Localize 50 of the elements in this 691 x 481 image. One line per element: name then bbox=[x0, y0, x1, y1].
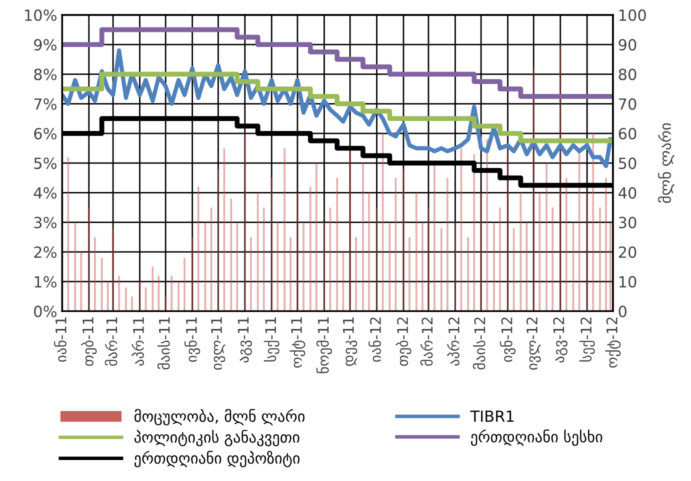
legend-label: TIBR1 bbox=[470, 410, 514, 422]
x-tick-label: აგვ-11 bbox=[238, 317, 252, 363]
y-tick-label: 8% bbox=[34, 68, 56, 80]
y-tick-label: 7% bbox=[34, 98, 56, 110]
x-tick-label: სექ-12 bbox=[579, 318, 595, 362]
y-tick-label: 4% bbox=[34, 187, 56, 199]
y2-tick-label: 100 bbox=[619, 9, 646, 21]
x-tick-label: ოქტ-12 bbox=[605, 318, 621, 368]
y2-tick-label: 30 bbox=[618, 216, 636, 228]
y2-tick-label: 60 bbox=[618, 128, 636, 140]
x-tick-label: სექ-11 bbox=[264, 317, 280, 362]
x-tick-label: ოქტ-11 bbox=[290, 317, 306, 368]
x-tick-label: თებ-12 bbox=[396, 318, 412, 366]
y2-tick-label: 50 bbox=[618, 158, 636, 170]
x-tick-label: ივლ-12 bbox=[526, 318, 541, 370]
x-tick-label: აპრ-12 bbox=[447, 318, 460, 366]
y2-tick-label: 80 bbox=[618, 68, 636, 80]
x-tick-label: მარ-11 bbox=[104, 317, 118, 366]
y-tick-label: 9% bbox=[34, 39, 56, 51]
y2-tick-label: 20 bbox=[618, 246, 636, 258]
legend-label: მოცულობა, მლნ ლარი bbox=[134, 408, 305, 426]
y-tick-label: 10% bbox=[25, 9, 56, 21]
x-tick-label: დეკ-11 bbox=[343, 317, 358, 366]
y2-tick-label: 40 bbox=[618, 187, 636, 199]
y-tick-label: 0% bbox=[34, 306, 56, 318]
x-tick-label: ივნ-12 bbox=[500, 318, 516, 362]
y2-axis-title: მლნ ლარი bbox=[658, 123, 674, 203]
y2-tick-label: 0 bbox=[618, 306, 626, 318]
x-tick-label: აპრ-11 bbox=[132, 317, 144, 366]
legend-label: ერთდღიანი დეპოზიტი bbox=[134, 450, 300, 468]
x-tick-label: ივნ-11 bbox=[184, 317, 200, 362]
y-tick-label: 3% bbox=[34, 216, 56, 228]
y2-tick-label: 70 bbox=[619, 98, 636, 110]
x-tick-label: მაის-11 bbox=[157, 317, 170, 370]
y-tick-label: 2% bbox=[34, 246, 56, 258]
y2-tick-label: 10 bbox=[619, 276, 636, 288]
legend-label: პოლიტიკის განაკვეთი bbox=[134, 430, 300, 446]
x-tick-label: მაის-12 bbox=[472, 318, 486, 370]
y-tick-label: 1% bbox=[34, 276, 56, 288]
x-tick-label: იან-11 bbox=[54, 317, 66, 362]
x-tick-label: ნოემ-11 bbox=[316, 317, 332, 374]
x-tick-label: აგვ-12 bbox=[553, 318, 568, 363]
y-tick-label: 6% bbox=[34, 128, 56, 140]
legend-label: ერთდღიანი სესხი bbox=[471, 430, 602, 446]
x-tick-label: ივლ-11 bbox=[211, 317, 226, 370]
y-tick-label: 5% bbox=[34, 158, 56, 170]
y2-tick-label: 90 bbox=[618, 39, 636, 51]
x-tick-label: მარ-12 bbox=[420, 318, 433, 366]
x-tick-label: იან-12 bbox=[368, 318, 382, 362]
x-tick-label: თებ-11 bbox=[81, 317, 97, 366]
